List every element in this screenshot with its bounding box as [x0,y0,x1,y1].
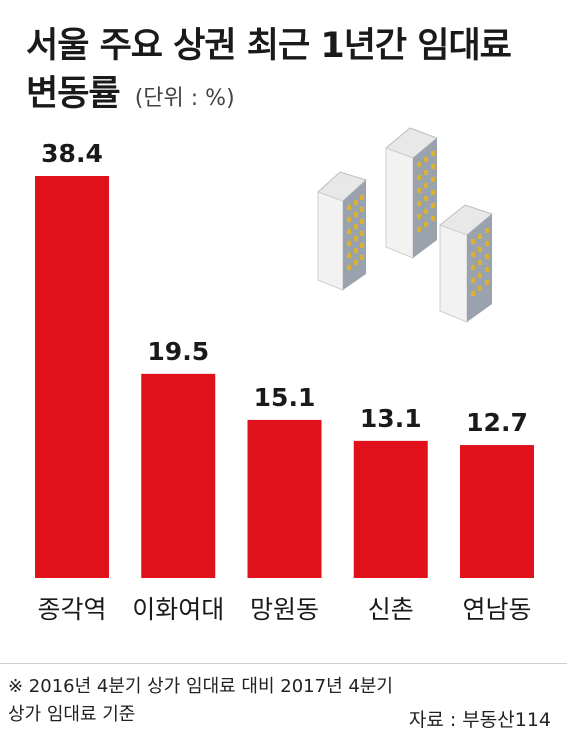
category-label-2: 이화여대 [132,595,224,624]
chart-title-line2: 변동률 [26,74,121,114]
chart-title-line2-wrap: 변동률 (단위 : %) [26,70,235,124]
office-buildings-icon [317,127,494,323]
building-left-icon [317,171,367,291]
footnote-line2: 상가 임대료 기준 [8,704,136,725]
value-label-3: 15.1 [254,383,316,412]
value-label-1: 38.4 [41,139,103,168]
bar-5 [460,445,534,578]
category-label-4: 신촌 [368,595,414,624]
bar-2 [141,373,216,578]
chart-title-line1: 서울 주요 상권 최근 1년간 임대료 [26,26,512,66]
category-label-5: 연남동 [462,595,531,624]
unit-label: (단위 : %) [134,86,235,111]
value-label-2: 19.5 [147,337,209,366]
bar-1 [35,176,109,578]
category-label-1: 종각역 [37,595,106,624]
footnote: ※ 2016년 4분기 상가 임대료 대비 2017년 4분기 상가 임대료 기… [8,673,393,729]
value-label-4: 13.1 [360,404,422,433]
footer-divider [0,663,567,664]
footnote-line1: ※ 2016년 4분기 상가 임대료 대비 2017년 4분기 [8,676,393,697]
value-label-5: 12.7 [466,408,528,437]
category-label-3: 망원동 [250,595,319,624]
bar-3 [247,419,322,578]
bar-chart: 38.4 종각역 19.5 이화여대 15.1 망원동 13.1 신촌 12.7 연남동 [35,127,534,624]
building-right-icon [438,204,494,323]
bar-4 [353,440,428,578]
source-label: 자료 : 부동산114 [408,709,551,731]
building-middle-icon [385,127,438,259]
